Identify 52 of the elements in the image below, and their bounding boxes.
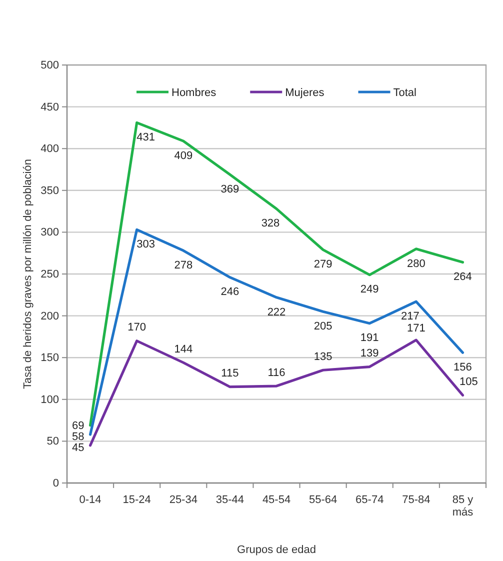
data-label: 264 [454, 271, 472, 284]
legend-label: Total [393, 86, 416, 99]
data-label: 156 [454, 361, 472, 374]
x-tick-label: 35-44 [216, 494, 244, 506]
data-label: 279 [314, 258, 332, 271]
data-label: 135 [314, 350, 332, 363]
data-label: 246 [220, 286, 240, 298]
data-label: 144 [174, 343, 193, 356]
y-tick-label: 150 [40, 352, 59, 364]
data-label: 116 [268, 366, 286, 379]
data-label: 45 [72, 442, 84, 454]
y-tick-label: 200 [40, 310, 59, 322]
data-label: 249 [360, 284, 379, 296]
x-tick-label: 45-54 [262, 494, 291, 506]
y-tick-label: 450 [40, 101, 59, 114]
y-tick-label: 350 [40, 184, 59, 197]
data-label: 171 [406, 322, 426, 334]
data-label: 139 [360, 348, 379, 360]
y-tick-label: 300 [40, 226, 59, 239]
data-label: 170 [128, 322, 146, 334]
data-label: 115 [221, 368, 239, 380]
y-tick-label: 400 [40, 143, 59, 156]
data-label: 222 [267, 306, 286, 318]
data-label: 303 [136, 238, 156, 251]
legend-label: Mujeres [285, 86, 325, 99]
y-tick-label: 250 [40, 268, 59, 281]
x-tick-label: 65-74 [356, 494, 384, 506]
data-label: 217 [400, 310, 420, 322]
data-label: 280 [406, 258, 426, 270]
y-tick-label: 0 [52, 478, 59, 490]
x-tick-label: 15-24 [122, 494, 151, 506]
x-tick-label: 25-34 [169, 494, 198, 506]
data-label: 69 [72, 420, 84, 432]
x-tick-label: 85 y más [452, 494, 474, 518]
data-label: 205 [314, 320, 332, 332]
y-axis-title: Tasa de heridos graves por millón de población [22, 159, 34, 389]
data-label: 278 [174, 259, 193, 272]
y-tick-label: 500 [40, 60, 59, 72]
data-label: 369 [220, 183, 240, 196]
data-label: 191 [360, 332, 379, 344]
x-axis-title: Grupos de edad [237, 544, 316, 556]
y-tick-label: 50 [46, 436, 59, 448]
y-tick-label: 100 [40, 394, 59, 406]
data-label: 431 [136, 132, 156, 144]
data-label: 58 [72, 431, 84, 444]
legend-label: Hombres [172, 86, 217, 99]
data-label: 409 [174, 150, 193, 162]
data-label: 328 [261, 218, 280, 230]
x-tick-label: 0-14 [79, 494, 102, 506]
x-tick-label: 75-84 [402, 494, 430, 506]
x-tick-label: 55-64 [308, 494, 338, 506]
data-label: 105 [460, 376, 478, 388]
